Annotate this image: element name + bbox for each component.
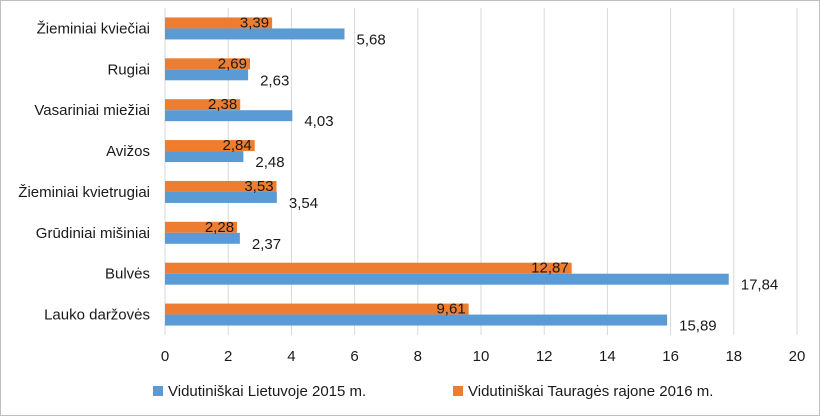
data-label-taurage-0: 3,39 — [240, 14, 269, 31]
category-label-7: Lauko daržovės — [44, 307, 150, 324]
bar-lietuva-1 — [165, 69, 249, 81]
gridlines — [164, 8, 798, 335]
data-label-taurage-2: 2,38 — [208, 96, 237, 113]
data-label-lietuva-2: 4,03 — [304, 113, 333, 130]
x-tick-label-2: 2 — [224, 348, 232, 365]
bar-taurage-6 — [165, 262, 572, 274]
legend-label-lietuva: Vidutiniškai Lietuvoje 2015 m. — [168, 383, 366, 400]
data-label-taurage-4: 3,53 — [244, 178, 273, 195]
x-tick-label-4: 4 — [287, 348, 295, 365]
data-label-lietuva-3: 2,48 — [255, 154, 284, 171]
bar-taurage-2 — [165, 99, 241, 111]
bar-taurage-0 — [165, 17, 273, 29]
bar-taurage-5 — [165, 221, 238, 233]
data-labels: 3,39 5,68 2,69 2,63 2,38 4,03 2,842,48 3,53 3,54… — [205, 14, 778, 334]
bar-lietuva-2 — [165, 110, 293, 122]
x-tick-label-8: 8 — [414, 348, 422, 365]
category-labels: Žieminiai kviečiai Rugiai Vasariniai mieži… — [18, 20, 150, 323]
legend: Vidutiniškai Tauragės rajone 2016 m. Vid… — [153, 383, 713, 400]
bar-lietuva-6 — [165, 273, 729, 285]
category-label-0: Žieminiai kviečiai — [37, 20, 150, 37]
bar-taurage-4 — [165, 180, 277, 192]
data-label-lietuva-6: 17,84 — [741, 277, 779, 294]
data-label-taurage-1: 2,69 — [218, 55, 247, 72]
data-label-lietuva-7: 15,89 — [679, 318, 717, 335]
data-label-taurage-3: 2,84 — [223, 137, 252, 154]
category-label-4: Žieminiai kvietrugiai — [18, 184, 150, 201]
category-label-5: Grūdiniai mišiniai — [36, 225, 150, 242]
x-tick-labels: 0 2 4 6 8 10 12 14 16 18 20 — [161, 348, 806, 365]
data-label-lietuva-1: 2,63 — [260, 72, 289, 89]
data-label-taurage-7: 9,61 — [436, 301, 465, 318]
category-label-6: Bulvės — [105, 266, 150, 283]
legend-label-taurage: Vidutiniškai Tauragės rajone 2016 m. — [468, 383, 713, 400]
data-label-lietuva-0: 5,68 — [356, 31, 385, 48]
data-label-taurage-5: 2,28 — [205, 219, 234, 236]
bar-lietuva-0 — [165, 28, 345, 40]
x-tick-label-0: 0 — [161, 348, 169, 365]
legend-swatch-lietuva — [153, 386, 163, 396]
category-label-3: Avižos — [106, 143, 150, 160]
legend-swatch-taurage — [453, 386, 463, 396]
bar-taurage-3 — [165, 140, 255, 152]
category-label-1: Rugiai — [107, 61, 150, 78]
x-tick-label-16: 16 — [662, 348, 679, 365]
x-tick-label-20: 20 — [789, 348, 806, 365]
category-label-2: Vasariniai miežiai — [34, 102, 150, 119]
x-tick-label-12: 12 — [536, 348, 553, 365]
bar-lietuva-5 — [165, 232, 240, 244]
bar-lietuva-3 — [165, 151, 244, 163]
bar-lietuva-4 — [165, 191, 277, 203]
data-label-taurage-6: 12,87 — [531, 260, 569, 277]
x-tick-label-10: 10 — [473, 348, 490, 365]
data-label-lietuva-5: 2,37 — [252, 236, 281, 253]
x-tick-label-6: 6 — [350, 348, 358, 365]
x-tick-label-18: 18 — [725, 348, 742, 365]
bar-lietuva-7 — [165, 314, 668, 326]
bar-taurage-1 — [165, 58, 251, 70]
data-label-lietuva-4: 3,54 — [289, 195, 318, 212]
bar-taurage-7 — [165, 303, 469, 315]
bars — [165, 17, 729, 326]
x-tick-label-14: 14 — [599, 348, 616, 365]
